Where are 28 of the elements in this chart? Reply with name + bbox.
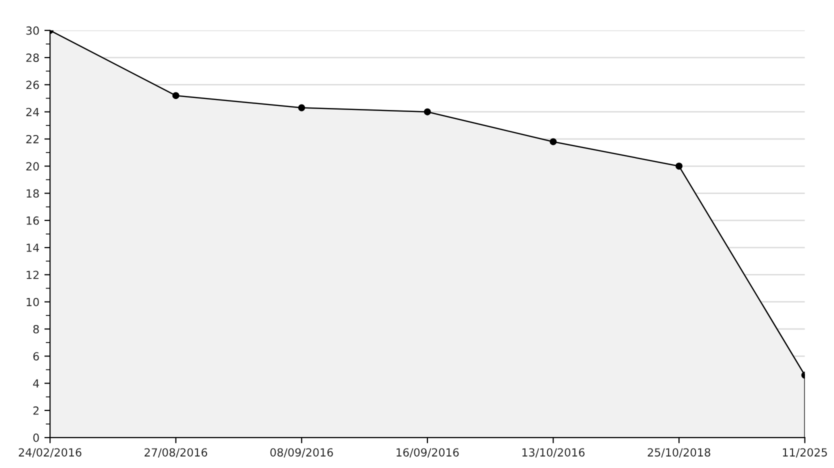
y-tick-label: 30 (26, 26, 39, 35)
point (172, 92, 180, 100)
x-tick-label: 08/09/2016 (270, 448, 333, 458)
y-tick-label: 8 (33, 324, 39, 334)
y-tick-label: 6 (33, 352, 39, 361)
x-tick-label: 13/10/2016 (522, 448, 585, 458)
point (676, 162, 682, 170)
y-tick-label: 20 (26, 162, 39, 171)
point (298, 104, 306, 112)
y-tick-label: 28 (26, 54, 39, 62)
y-tick-label: 16 (26, 216, 39, 225)
y-tick-label: 2 (33, 406, 39, 415)
y-tick-label: 10 (26, 298, 39, 306)
x-tick-label: 11/2025 (782, 448, 827, 458)
y-tick-label: 4 (33, 379, 39, 388)
point (424, 108, 431, 116)
y-tick-label: 22 (26, 134, 39, 144)
y-tick-label: 26 (26, 80, 39, 90)
x-tick-label: 25/10/2018 (648, 448, 710, 458)
y-tick-label: 24 (26, 108, 39, 116)
y-tick-label: 14 (26, 244, 39, 252)
x-tick-label: 16/09/2016 (396, 448, 459, 458)
y-tick-label: 12 (26, 270, 39, 279)
point (550, 138, 557, 146)
y-tick-label: 18 (26, 189, 39, 198)
x-tick-label: 27/08/2016 (144, 448, 208, 458)
x-tick-label: 24/02/2016 (18, 448, 82, 458)
y-tick-label: 0 (33, 434, 39, 442)
